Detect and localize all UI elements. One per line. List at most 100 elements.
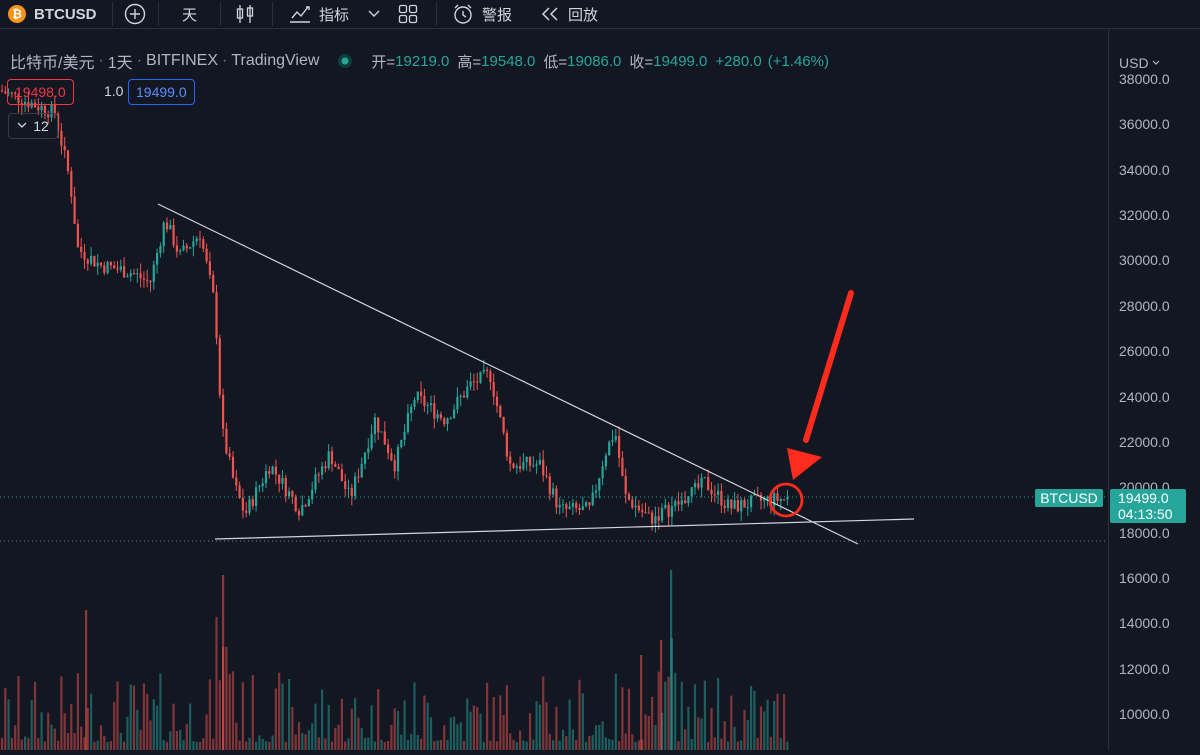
volume-bar [684,729,687,750]
volume-bar [634,741,637,750]
candle-body [222,394,225,429]
candle-body [555,488,558,508]
volume-bar [288,678,291,750]
candlestick-chart[interactable] [0,29,1108,750]
indicators-button[interactable]: 指标 [289,0,349,28]
volume-bar [383,741,386,750]
legend-symbol-title[interactable]: 比特币/美元 [10,55,95,72]
volume-bar [27,738,30,750]
candle-body [281,477,284,484]
candle-body [248,499,251,513]
candles-icon[interactable] [236,0,254,28]
candle-body [611,439,614,442]
price-axis-label: 14000.0 [1119,615,1170,632]
candle-body [278,474,281,484]
candle-body [786,497,789,500]
volume-bar [502,715,505,750]
volume-bar [30,700,33,750]
price-axis[interactable]: USD 38000.0 36000.0 34000.0 32000.0 30000.0 2… [1108,29,1200,750]
volume-bar [53,728,56,750]
candle-body [684,500,687,504]
replay-button[interactable]: 回放 [540,0,598,28]
period-toggle[interactable]: 12 [8,113,58,139]
candle-body [367,448,370,453]
volume-bar [416,735,419,750]
volume-bar [0,737,4,750]
chevron-down-icon[interactable] [368,0,380,28]
price-axis-label: 22000.0 [1119,433,1170,450]
volume-bar [113,701,116,750]
sell-price-button[interactable]: 19498.0 [7,79,74,105]
volume-bar [743,709,746,750]
alert-button[interactable]: 警报 [452,0,512,28]
currency-selector[interactable]: USD [1119,55,1160,71]
candle-body [70,171,73,197]
candle-body [116,268,119,270]
interval-button[interactable]: 天 [182,6,198,24]
candle-body [601,466,604,479]
candle-body [172,225,175,246]
volume-bar [472,705,475,750]
candle-body [132,273,136,275]
alert-label: 警报 [482,6,513,24]
support-trendline [214,518,915,540]
candle-body [519,466,522,469]
candle-body [654,516,657,524]
volume-bar [281,683,284,750]
volume-bar [7,699,10,750]
volume-bar [568,699,571,750]
candle-body [651,512,654,524]
candle-body [693,483,697,488]
price-axis-label: 28000.0 [1119,297,1170,314]
candle-body [433,403,436,419]
volume-bar [746,720,749,750]
volume-bar [687,706,690,750]
candle-body [208,261,211,275]
candle-body [420,391,423,396]
candle-body [268,471,271,474]
candle-body [598,478,601,491]
volume-bar [215,616,218,750]
volume-bar [261,738,264,750]
candle-body [525,457,528,463]
buy-price-button[interactable]: 19499.0 [128,79,195,105]
candle-body [86,259,89,264]
volume-bar [608,738,611,750]
volume-bar [637,740,640,750]
volume-bar [228,674,231,750]
volume-bar [165,741,169,750]
market-status-icon[interactable] [337,53,353,69]
volume-bar [251,675,254,750]
volume-bar [436,740,439,750]
volume-bar [83,737,86,750]
volume-bar [581,693,584,750]
volume-bar [664,681,667,750]
volume-bar [426,702,429,750]
volume-bar [674,672,677,750]
candle-body [502,416,505,433]
add-compare-icon[interactable] [124,0,146,28]
candle-body [515,466,518,468]
volume-bar [14,725,17,750]
symbol-price-tag: BTCUSD [1035,489,1103,507]
candle-body [680,500,683,505]
candle-body [707,477,710,490]
volume-bar [340,698,343,750]
layout-grid-icon[interactable] [398,0,418,28]
candle-body [499,406,502,417]
volume-bar [446,739,449,750]
chart-pane[interactable] [0,29,1108,750]
candle-body [50,104,53,118]
volume-bar [644,714,647,750]
volume-bar [420,738,423,750]
volume-bar [667,676,670,750]
candle-body [123,266,126,278]
volume-bar [324,738,327,750]
candle-body [24,101,27,106]
candle-body [759,494,763,501]
annotation-arrow-head [787,448,822,480]
chevron-down-icon [1152,60,1159,65]
currency-label: USD [1119,55,1149,71]
symbol-search-button[interactable]: BTCUSD [34,5,97,23]
candle-body [10,92,13,94]
